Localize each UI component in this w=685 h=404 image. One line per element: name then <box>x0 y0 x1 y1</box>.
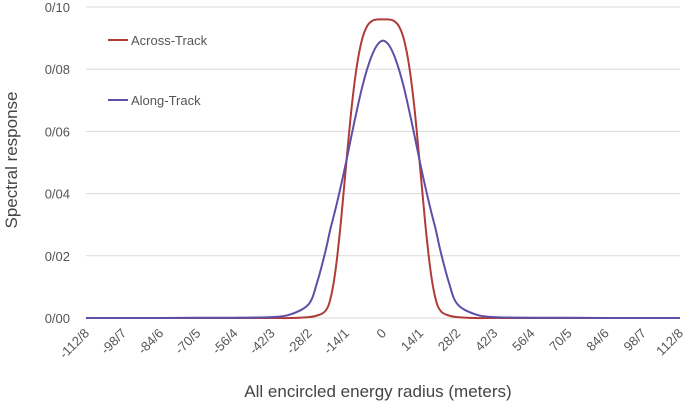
x-tick-label: -42/3 <box>246 326 278 358</box>
series-line-across-track <box>86 18 680 320</box>
x-tick-label: -84/6 <box>135 326 167 358</box>
y-tick-label: 0/04 <box>45 187 70 202</box>
x-tick-label: 84/6 <box>583 326 612 355</box>
y-tick-label: 0/02 <box>45 249 70 264</box>
y-tick-label: 0/08 <box>45 62 70 77</box>
x-axis-title: All encircled energy radius (meters) <box>244 382 511 401</box>
x-tick-label: 56/4 <box>509 326 538 355</box>
x-tick-label: 28/2 <box>435 326 464 355</box>
x-tick-label: 112/8 <box>653 326 685 359</box>
y-tick-label: 0/06 <box>45 124 70 139</box>
x-tick-label: -56/4 <box>209 326 241 358</box>
series-lines <box>86 18 680 320</box>
y-tick-label: 0/10 <box>45 0 70 15</box>
x-axis-ticks: -112/8 -98/7 -84/6 -70/5 -56/4 -42/3 -28/2 -14/… <box>56 326 685 362</box>
x-tick-label: -70/5 <box>172 326 204 358</box>
x-tick-label: 42/3 <box>472 326 501 355</box>
legend-label: Along-Track <box>131 93 201 108</box>
y-tick-label: 0/00 <box>45 311 70 326</box>
x-tick-label: 0 <box>373 326 389 342</box>
x-tick-label: 98/7 <box>620 326 649 355</box>
x-tick-label: -98/7 <box>98 326 130 358</box>
y-axis-title: Spectral response <box>2 91 21 228</box>
y-axis-ticks: 0/00 0/02 0/04 0/06 0/08 0/10 <box>45 0 70 326</box>
gridlines <box>86 6 680 319</box>
x-tick-label: -28/2 <box>283 326 315 358</box>
series-line-along-track <box>86 39 680 320</box>
legend: Across-Track Along-Track <box>108 33 208 108</box>
x-tick-label: -14/1 <box>320 326 352 358</box>
x-tick-label: -112/8 <box>56 326 92 362</box>
legend-label: Across-Track <box>131 33 208 48</box>
x-tick-label: 14/1 <box>398 326 427 355</box>
x-tick-label: 70/5 <box>546 326 575 355</box>
